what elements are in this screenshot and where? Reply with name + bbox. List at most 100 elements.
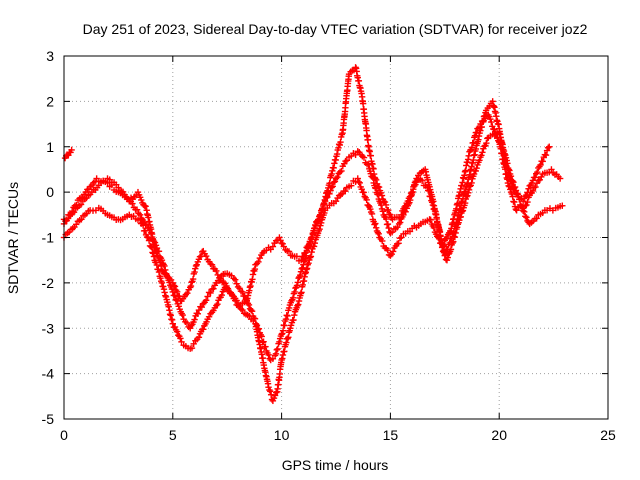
data-point-track-b [384, 247, 391, 254]
data-point-track-c [371, 175, 379, 182]
data-point-track-c [187, 282, 195, 290]
data-point-track-c [508, 178, 515, 185]
data-point-track-c [522, 193, 529, 200]
data-point-track-a [281, 322, 288, 329]
data-point-track-b [491, 132, 499, 140]
data-point-track-a [342, 157, 349, 165]
data-point-track-c [192, 262, 200, 270]
data-point-track-a [276, 338, 283, 346]
data-point-track-c [537, 161, 544, 169]
data-point-track-c [534, 168, 541, 176]
data-point-track-a [532, 183, 539, 191]
data-point-track-c [375, 183, 383, 191]
data-point-track-a [329, 183, 336, 190]
data-point-track-a [394, 224, 401, 231]
data-point-track-a [468, 144, 476, 151]
data-point-track-c [170, 282, 178, 289]
x-tick-labels: 0 5 10 15 20 25 [60, 427, 616, 443]
data-point-track-c [380, 198, 388, 205]
data-point-track-a [245, 301, 253, 309]
x-tick-label: 15 [383, 427, 399, 443]
data-point-track-c [293, 253, 301, 260]
data-point-track-c [173, 288, 181, 296]
data-point-track-c [372, 176, 380, 184]
data-point-track-c [378, 192, 386, 199]
data-marks [60, 64, 566, 405]
data-point-track-b [157, 274, 164, 282]
data-point-track-a [239, 288, 246, 296]
data-point-track-a [332, 175, 340, 182]
data-point-track-c [297, 256, 305, 264]
data-point-track-b [371, 221, 378, 228]
data-point-track-a [509, 193, 516, 200]
data-point-track-c [158, 267, 166, 274]
data-point-track-b [272, 389, 280, 396]
data-point-track-a [384, 220, 392, 228]
data-point-track-a [330, 179, 338, 186]
data-point-track-a [487, 115, 494, 123]
data-point-track-a [385, 224, 392, 232]
data-point-track-c [316, 214, 323, 222]
data-point-track-b [375, 230, 382, 238]
data-point-track-a [505, 182, 512, 189]
data-point-track-c [326, 180, 333, 187]
data-point-track-a [248, 308, 256, 315]
data-point-track-b [368, 210, 376, 218]
data-point-track-c [68, 207, 76, 215]
data-point-track-b [518, 203, 526, 211]
data-point-track-a [183, 319, 191, 327]
data-point-track-b [517, 202, 525, 209]
data-point-track-a [473, 129, 480, 136]
data-point-track-b [356, 179, 363, 187]
data-point-track-c [278, 239, 285, 247]
data-point-track-c [506, 174, 513, 181]
x-tick-label: 5 [169, 427, 177, 443]
data-point-track-a [338, 167, 345, 175]
data-point-track-c [410, 185, 417, 193]
data-point-track-a [293, 282, 301, 289]
data-point-track-c [542, 151, 550, 159]
data-point-track-c [208, 261, 216, 268]
data-point-track-c [432, 210, 439, 218]
data-point-track-b [139, 222, 147, 229]
data-point-track-c [193, 261, 200, 268]
data-point-track-c [418, 177, 426, 185]
x-tick-label: 25 [600, 427, 616, 443]
data-point-track-c [504, 169, 512, 176]
x-axis-title: GPS time / hours [282, 457, 389, 473]
data-point-track-b [195, 334, 203, 341]
data-point-track-a [269, 355, 277, 362]
y-axis-title: SDTVAR / TECUs [5, 182, 21, 294]
data-point-track-c [444, 246, 451, 253]
data-point-track-a [296, 271, 304, 279]
data-point-track-b [521, 208, 528, 216]
data-point-track-b [141, 227, 149, 234]
y-tick-label: -1 [42, 230, 55, 246]
data-point-track-a [365, 161, 372, 169]
data-point-track-a [285, 304, 293, 312]
data-point-track-b [266, 386, 273, 394]
data-point-track-b [478, 152, 485, 159]
data-point-track-a [279, 327, 287, 334]
data-point-track-c [189, 275, 197, 283]
data-point-track-b [348, 182, 355, 189]
data-point-track-a [331, 178, 339, 185]
data-point-track-c [408, 189, 416, 196]
data-point-track-c [67, 210, 74, 218]
data-point-track-b [396, 235, 404, 242]
data-point-track-c [401, 203, 408, 211]
data-point-track-b [316, 225, 323, 233]
data-point-track-c [499, 144, 507, 151]
data-point-track-c [544, 144, 552, 151]
data-point-track-c [315, 218, 322, 225]
data-point-track-a [282, 315, 290, 323]
data-point-track-a [273, 346, 281, 353]
data-point-track-c [448, 235, 455, 243]
x-tick-label: 0 [60, 427, 68, 443]
data-point-track-c [425, 187, 433, 195]
data-point-track-a [202, 297, 210, 304]
data-point-track-b [153, 261, 161, 269]
data-point-track-c [157, 259, 164, 266]
data-point-track-c [184, 290, 191, 297]
data-point-track-c [188, 279, 195, 286]
